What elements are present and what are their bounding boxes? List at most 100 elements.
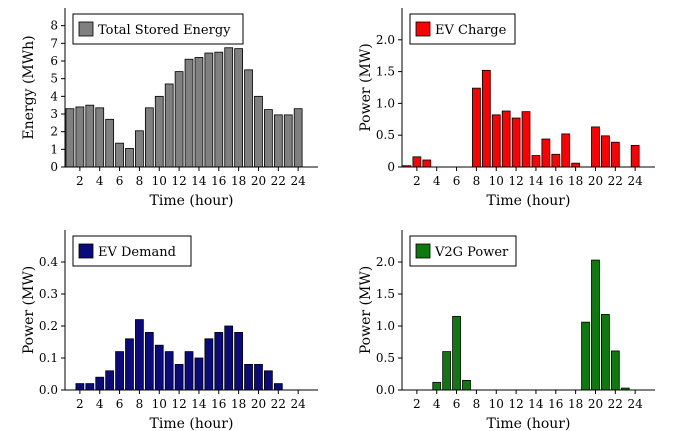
bar-hour-7 [462, 379, 471, 391]
x-tick-label: 12 [171, 397, 186, 411]
bar-hour-3 [85, 104, 95, 168]
bar-hour-22 [273, 383, 283, 391]
bar-hour-14 [531, 155, 541, 168]
bar-hour-5 [105, 118, 115, 168]
legend-swatch [415, 243, 431, 259]
bar-hour-8 [135, 319, 144, 391]
legend-entry: Total Stored Energy [98, 23, 231, 38]
x-tick-label: 2 [413, 397, 421, 411]
x-tick-label: 16 [548, 174, 563, 188]
x-tick-label: 20 [251, 397, 266, 411]
x-tick-label: 16 [211, 174, 226, 188]
bar-hour-2 [412, 156, 422, 168]
bar-hour-13 [521, 111, 531, 168]
y-tick-label: 4 [50, 89, 58, 103]
x-tick-label: 24 [291, 174, 307, 188]
legend-swatch [78, 21, 94, 37]
x-axis-label: Time (hour) [487, 193, 571, 209]
x-tick-label: 12 [508, 397, 523, 411]
y-tick-label: 0 [50, 160, 58, 174]
bar-hour-17 [561, 133, 571, 168]
legend-swatch [415, 21, 431, 37]
x-tick-label: 16 [548, 397, 563, 411]
bar-hour-24 [293, 108, 303, 168]
x-tick-label: 6 [116, 174, 124, 188]
bar-hour-5 [105, 370, 115, 391]
x-tick-label: 4 [433, 174, 441, 188]
x-tick-label: 12 [508, 174, 523, 188]
bar-hour-13 [184, 351, 194, 391]
bar-hour-13 [184, 58, 194, 168]
x-tick-label: 8 [136, 397, 144, 411]
y-tick-label: 1.5 [376, 287, 395, 301]
x-tick-label: 10 [152, 174, 167, 188]
x-tick-label: 18 [231, 174, 246, 188]
bar-hour-19 [581, 321, 590, 391]
bar-hour-4 [95, 376, 105, 391]
bar-hour-9 [144, 331, 154, 391]
y-tick-label: 0.1 [39, 351, 58, 365]
bar-hour-8 [135, 130, 144, 168]
y-tick-label: 5 [50, 72, 58, 86]
x-tick-label: 20 [588, 174, 603, 188]
bar-hour-22 [610, 350, 620, 391]
bar-hour-19 [244, 69, 253, 168]
x-tick-label: 10 [489, 174, 504, 188]
bar-hour-2 [75, 383, 85, 391]
bar-hour-18 [571, 162, 580, 168]
bar-hour-4 [432, 381, 442, 391]
x-tick-label: 10 [152, 397, 167, 411]
bar-hour-5 [442, 351, 452, 391]
bar-hour-17 [224, 325, 234, 391]
y-tick-label: 1.5 [376, 65, 395, 79]
bar-hour-20 [254, 95, 263, 168]
y-axis-label: Energy (MWh) [21, 35, 37, 139]
y-tick-label: 2.0 [376, 255, 395, 269]
y-tick-label: 1.0 [376, 319, 395, 333]
x-axis-label: Time (hour) [150, 193, 234, 209]
y-axis-label: Power (MW) [358, 266, 374, 354]
bar-hour-10 [154, 95, 164, 168]
x-tick-label: 22 [608, 174, 623, 188]
bar-hour-15 [541, 138, 551, 168]
x-tick-label: 6 [116, 397, 124, 411]
y-tick-label: 0 [387, 160, 395, 174]
y-tick-label: 2.0 [376, 33, 395, 47]
bar-hour-21 [264, 370, 273, 391]
bar-hour-11 [164, 351, 174, 391]
x-tick-label: 18 [231, 397, 246, 411]
bar-hour-21 [601, 314, 610, 391]
legend: Total Stored Energy [72, 13, 244, 45]
bar-hour-17 [224, 47, 234, 168]
y-tick-label: 6 [50, 54, 58, 68]
legend-box [72, 13, 244, 45]
x-tick-label: 8 [473, 397, 481, 411]
legend: EV Demand [72, 235, 192, 267]
y-axis-label: Power (MW) [21, 266, 37, 354]
x-tick-label: 8 [136, 174, 144, 188]
y-tick-label: 0.2 [39, 319, 58, 333]
x-tick-label: 18 [568, 397, 583, 411]
bar-hour-7 [125, 338, 134, 391]
y-tick-label: 0.4 [39, 255, 58, 269]
y-tick-label: 0.0 [39, 383, 58, 397]
y-tick-label: 0.5 [376, 128, 395, 142]
bar-hour-20 [591, 126, 600, 168]
legend-entry: EV Demand [98, 245, 176, 260]
legend: V2G Power [409, 235, 517, 267]
y-tick-label: 7 [50, 36, 58, 50]
legend-entry: EV Charge [435, 23, 507, 38]
x-tick-label: 2 [413, 174, 421, 188]
bar-hour-8 [472, 87, 481, 168]
x-tick-label: 22 [271, 397, 286, 411]
bar-hour-10 [154, 344, 164, 391]
bar-hour-3 [85, 383, 95, 391]
bar-hour-18 [234, 48, 244, 168]
x-tick-label: 14 [528, 174, 544, 188]
y-tick-label: 0.0 [376, 383, 395, 397]
bar-hour-20 [591, 259, 600, 391]
bar-hour-16 [214, 51, 224, 168]
bar-hour-1 [65, 108, 75, 168]
